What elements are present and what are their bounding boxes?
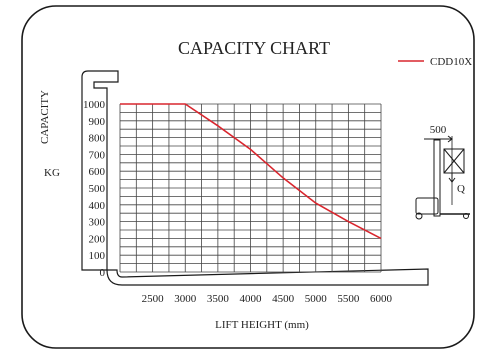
y-tick-label: 700 xyxy=(89,149,106,161)
x-tick-label: 5000 xyxy=(305,293,328,305)
inset-wheel-rear xyxy=(415,212,423,220)
y-tick-label: 600 xyxy=(89,166,106,178)
y-tick-label: 800 xyxy=(89,133,106,145)
y-tick-label: 500 xyxy=(89,183,106,195)
y-axis-unit: KG xyxy=(44,167,60,179)
y-tick-labels: 0 100 200 300 400 500 600 700 800 900 1000 xyxy=(83,99,106,279)
grid xyxy=(119,103,382,273)
x-tick-label: 5500 xyxy=(337,293,360,305)
x-tick-label: 3000 xyxy=(174,293,197,305)
y-tick-label: 100 xyxy=(89,250,106,262)
inset-load-cross-2 xyxy=(443,148,465,174)
y-tick-label: 900 xyxy=(89,116,106,128)
x-tick-label: 2500 xyxy=(142,293,165,305)
inset-body xyxy=(415,197,439,215)
legend: CDD10X xyxy=(398,56,472,68)
chart-title: CAPACITY CHART xyxy=(178,38,330,58)
series-layer xyxy=(120,103,382,240)
inset-load-arrowhead xyxy=(448,177,456,183)
chart-frame xyxy=(21,5,475,349)
x-tick-labels: 2500 3000 3500 4000 4500 5000 5500 6000 xyxy=(142,293,393,305)
series-line-cdd10x xyxy=(120,103,382,240)
inset-load-label: Q xyxy=(457,183,465,195)
y-tick-label: 1000 xyxy=(83,99,106,111)
y-tick-label: 400 xyxy=(89,200,106,212)
x-tick-label: 6000 xyxy=(370,293,393,305)
y-axis-label: CAPACITY xyxy=(39,90,51,144)
forklift-inset: 500 Q xyxy=(415,124,470,220)
y-tick-label: 300 xyxy=(89,217,106,229)
inset-wheel-front xyxy=(463,213,469,219)
legend-label: CDD10X xyxy=(430,56,472,68)
x-tick-label: 4000 xyxy=(240,293,263,305)
x-tick-label: 4500 xyxy=(272,293,295,305)
fork-vertical xyxy=(81,70,119,271)
y-tick-label: 0 xyxy=(100,267,106,279)
fork-horizontal xyxy=(106,268,429,286)
x-tick-label: 3500 xyxy=(207,293,230,305)
inset-mast xyxy=(433,139,441,217)
inset-load-box xyxy=(443,148,465,174)
x-axis-label: LIFT HEIGHT (mm) xyxy=(215,319,309,331)
y-tick-label: 200 xyxy=(89,233,106,245)
inset-dimension-label: 500 xyxy=(430,124,447,136)
